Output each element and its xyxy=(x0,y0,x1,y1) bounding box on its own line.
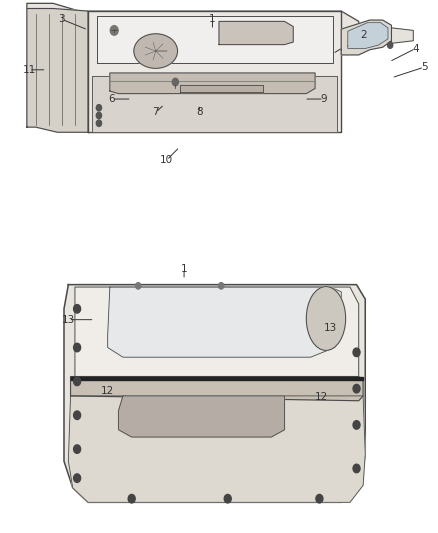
Text: 12: 12 xyxy=(315,392,328,402)
Circle shape xyxy=(74,445,81,454)
Circle shape xyxy=(74,343,81,352)
Polygon shape xyxy=(75,287,359,382)
Text: 12: 12 xyxy=(101,386,114,397)
Circle shape xyxy=(316,495,323,503)
Polygon shape xyxy=(27,3,359,127)
Circle shape xyxy=(172,78,178,86)
Circle shape xyxy=(353,384,360,393)
Text: 1: 1 xyxy=(209,14,216,25)
Ellipse shape xyxy=(134,34,177,68)
Circle shape xyxy=(353,464,360,473)
Polygon shape xyxy=(219,21,293,45)
Circle shape xyxy=(74,411,81,419)
Circle shape xyxy=(96,112,102,119)
Text: 13: 13 xyxy=(62,314,75,325)
Polygon shape xyxy=(119,396,285,437)
Text: 8: 8 xyxy=(196,107,203,117)
Circle shape xyxy=(353,348,360,357)
Text: 9: 9 xyxy=(321,94,327,104)
Circle shape xyxy=(219,282,224,289)
Polygon shape xyxy=(392,28,413,43)
Polygon shape xyxy=(348,23,388,49)
Circle shape xyxy=(136,282,141,289)
Text: 4: 4 xyxy=(412,44,419,53)
Polygon shape xyxy=(71,376,363,380)
Polygon shape xyxy=(110,73,315,94)
Polygon shape xyxy=(341,20,392,55)
Circle shape xyxy=(96,104,102,111)
Polygon shape xyxy=(180,85,263,92)
Text: 7: 7 xyxy=(152,107,159,117)
Text: 5: 5 xyxy=(421,62,427,72)
Text: 1: 1 xyxy=(181,264,187,274)
Circle shape xyxy=(128,495,135,503)
Ellipse shape xyxy=(306,287,346,350)
Polygon shape xyxy=(64,285,365,502)
Circle shape xyxy=(110,26,118,35)
Text: 10: 10 xyxy=(160,155,173,165)
Circle shape xyxy=(224,495,231,503)
Polygon shape xyxy=(27,9,88,132)
Polygon shape xyxy=(68,396,365,502)
Circle shape xyxy=(353,421,360,429)
Circle shape xyxy=(74,304,81,313)
Text: 6: 6 xyxy=(109,94,115,104)
Polygon shape xyxy=(71,376,363,401)
Circle shape xyxy=(74,474,81,482)
Circle shape xyxy=(388,42,393,49)
Text: 3: 3 xyxy=(59,14,65,25)
Polygon shape xyxy=(97,16,332,63)
Polygon shape xyxy=(92,76,337,132)
Polygon shape xyxy=(108,287,341,357)
Circle shape xyxy=(74,377,81,386)
Circle shape xyxy=(96,120,102,126)
Text: 2: 2 xyxy=(360,30,367,41)
Text: 11: 11 xyxy=(22,65,36,75)
Text: 13: 13 xyxy=(324,322,337,333)
Polygon shape xyxy=(88,11,341,132)
